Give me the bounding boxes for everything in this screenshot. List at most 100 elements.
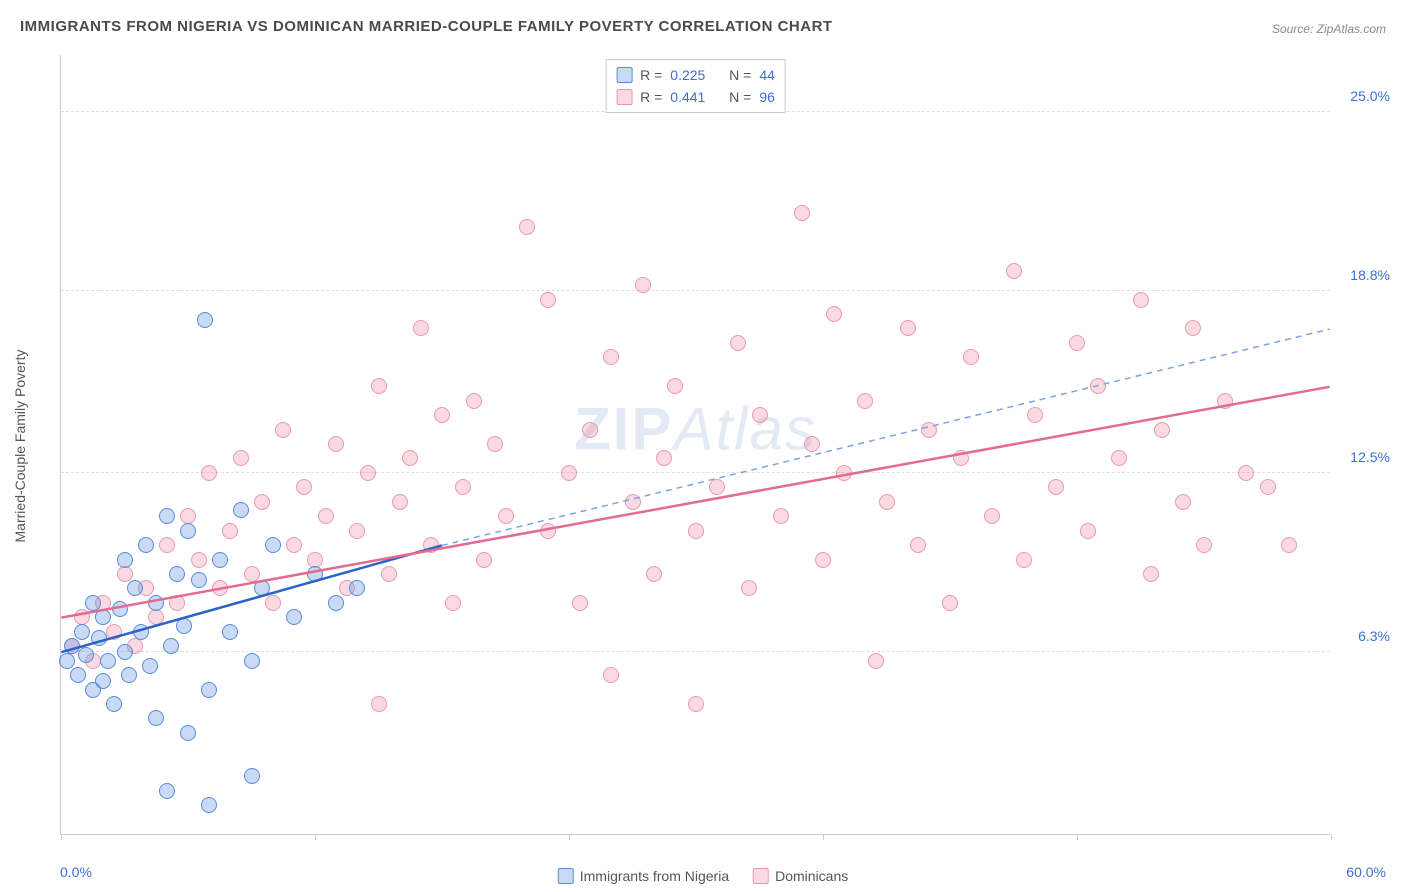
- scatter-point: [201, 682, 217, 698]
- legend-swatch: [616, 89, 632, 105]
- correlation-legend: R = 0.225 N = 44R = 0.441 N = 96: [605, 59, 786, 113]
- scatter-point: [984, 508, 1000, 524]
- legend-label: Immigrants from Nigeria: [580, 868, 729, 884]
- scatter-point: [656, 450, 672, 466]
- stat-label: R =: [640, 86, 662, 108]
- scatter-point: [117, 566, 133, 582]
- scatter-point: [222, 523, 238, 539]
- scatter-point: [942, 595, 958, 611]
- scatter-point: [328, 436, 344, 452]
- scatter-point: [176, 618, 192, 634]
- legend-label: Dominicans: [775, 868, 848, 884]
- scatter-point: [127, 580, 143, 596]
- scatter-point: [667, 378, 683, 394]
- scatter-point: [1196, 537, 1212, 553]
- scatter-point: [95, 673, 111, 689]
- scatter-point: [254, 494, 270, 510]
- scatter-point: [212, 552, 228, 568]
- scatter-point: [879, 494, 895, 510]
- scatter-point: [222, 624, 238, 640]
- scatter-point: [349, 523, 365, 539]
- scatter-point: [625, 494, 641, 510]
- scatter-point: [741, 580, 757, 596]
- scatter-point: [1143, 566, 1159, 582]
- y-tick-label: 12.5%: [1335, 449, 1390, 465]
- legend-item: Immigrants from Nigeria: [558, 868, 729, 884]
- scatter-point: [159, 537, 175, 553]
- y-tick-label: 6.3%: [1335, 628, 1390, 644]
- n-value: 96: [759, 86, 775, 108]
- legend-stat-row: R = 0.441 N = 96: [616, 86, 775, 108]
- scatter-point: [836, 465, 852, 481]
- stat-label: N =: [729, 64, 751, 86]
- scatter-point: [752, 407, 768, 423]
- scatter-point: [1027, 407, 1043, 423]
- scatter-point: [78, 647, 94, 663]
- scatter-point: [413, 320, 429, 336]
- scatter-point: [540, 292, 556, 308]
- scatter-point: [476, 552, 492, 568]
- scatter-point: [307, 566, 323, 582]
- n-value: 44: [759, 64, 775, 86]
- gridline: [61, 472, 1330, 473]
- x-tick: [61, 834, 62, 840]
- scatter-point: [201, 797, 217, 813]
- scatter-point: [572, 595, 588, 611]
- scatter-point: [857, 393, 873, 409]
- scatter-point: [59, 653, 75, 669]
- legend-swatch: [616, 67, 632, 83]
- scatter-point: [169, 595, 185, 611]
- scatter-point: [70, 667, 86, 683]
- scatter-point: [709, 479, 725, 495]
- scatter-point: [265, 595, 281, 611]
- y-axis-title: Married-Couple Family Poverty: [12, 350, 28, 543]
- scatter-point: [921, 422, 937, 438]
- legend-stat-row: R = 0.225 N = 44: [616, 64, 775, 86]
- scatter-point: [582, 422, 598, 438]
- scatter-point: [1175, 494, 1191, 510]
- scatter-point: [286, 609, 302, 625]
- scatter-point: [519, 219, 535, 235]
- scatter-point: [381, 566, 397, 582]
- source-attribution: Source: ZipAtlas.com: [1272, 22, 1386, 36]
- scatter-point: [286, 537, 302, 553]
- scatter-point: [561, 465, 577, 481]
- scatter-point: [900, 320, 916, 336]
- scatter-point: [233, 450, 249, 466]
- scatter-point: [910, 537, 926, 553]
- scatter-point: [233, 502, 249, 518]
- scatter-point: [159, 783, 175, 799]
- scatter-point: [1260, 479, 1276, 495]
- x-tick: [1331, 834, 1332, 840]
- scatter-point: [1016, 552, 1032, 568]
- scatter-point: [455, 479, 471, 495]
- scatter-point: [117, 552, 133, 568]
- scatter-point: [434, 407, 450, 423]
- scatter-point: [201, 465, 217, 481]
- scatter-point: [371, 696, 387, 712]
- x-tick: [1077, 834, 1078, 840]
- scatter-point: [646, 566, 662, 582]
- series-legend: Immigrants from Nigeria Dominicans: [558, 868, 849, 884]
- scatter-point: [244, 566, 260, 582]
- scatter-point: [159, 508, 175, 524]
- scatter-point: [498, 508, 514, 524]
- scatter-point: [121, 667, 137, 683]
- scatter-point: [804, 436, 820, 452]
- scatter-point: [1217, 393, 1233, 409]
- scatter-point: [191, 572, 207, 588]
- scatter-point: [1090, 378, 1106, 394]
- scatter-point: [730, 335, 746, 351]
- scatter-point: [191, 552, 207, 568]
- scatter-point: [138, 537, 154, 553]
- scatter-point: [74, 624, 90, 640]
- watermark: ZIPAtlas: [574, 394, 817, 463]
- scatter-point: [392, 494, 408, 510]
- scatter-point: [91, 630, 107, 646]
- scatter-point: [142, 658, 158, 674]
- x-tick: [569, 834, 570, 840]
- scatter-point: [148, 609, 164, 625]
- trend-lines: [61, 55, 1330, 834]
- scatter-point: [794, 205, 810, 221]
- scatter-point: [197, 312, 213, 328]
